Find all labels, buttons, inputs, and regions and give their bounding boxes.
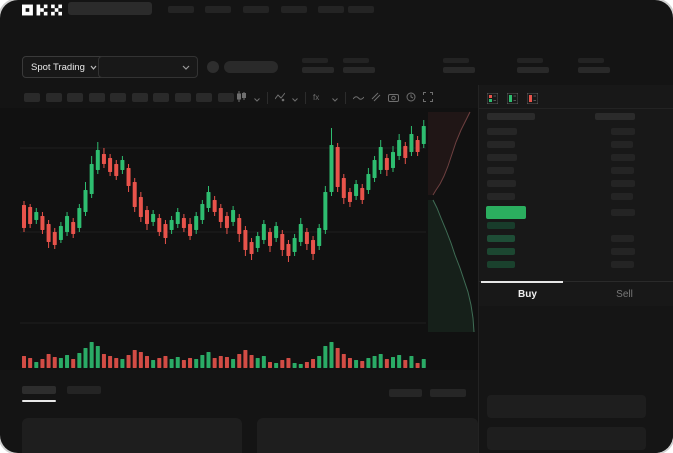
chevron-down-icon[interactable] <box>254 89 260 107</box>
pair-name-placeholder <box>224 61 278 73</box>
orderbook-view-asks-icon[interactable] <box>526 91 539 109</box>
bottom-tab-active[interactable] <box>22 386 56 394</box>
timeframe-button[interactable] <box>24 93 40 102</box>
ask-price[interactable] <box>487 154 517 161</box>
toolbar-divider <box>305 92 306 104</box>
ask-amount[interactable] <box>611 141 633 148</box>
timeframe-button[interactable] <box>131 93 148 102</box>
ticker-stat <box>443 58 475 73</box>
bid-amount[interactable] <box>611 248 635 255</box>
bid-price[interactable] <box>487 248 515 255</box>
chevron-down-icon <box>182 65 190 70</box>
order-form <box>479 306 673 453</box>
nav-item-placeholder[interactable] <box>348 6 374 13</box>
ticker-stat <box>302 58 334 73</box>
market-type-label: Spot Trading <box>31 61 85 73</box>
compare-symbol-icon[interactable] <box>274 89 286 107</box>
bottom-tab-inactive[interactable] <box>67 386 101 394</box>
timeframe-button[interactable] <box>88 93 105 102</box>
bid-price[interactable] <box>487 235 515 242</box>
candlestick-chart[interactable] <box>20 112 426 334</box>
bid-amount[interactable] <box>611 235 634 242</box>
line-tool-icon[interactable] <box>352 89 365 107</box>
ticker-stat <box>517 58 549 73</box>
order-input-field[interactable] <box>487 395 646 418</box>
last-price-badge[interactable] <box>486 206 526 219</box>
ask-amount[interactable] <box>611 128 635 135</box>
market-type-selector[interactable]: Spot Trading <box>22 56 106 78</box>
bid-price[interactable] <box>487 222 515 229</box>
bottom-tab-active-underline <box>22 400 56 402</box>
chart-toolbar: fx <box>0 90 478 107</box>
orderbook-price-header <box>487 113 535 120</box>
depth-chart <box>428 111 475 332</box>
bottom-right-control[interactable] <box>430 389 466 397</box>
ask-price[interactable] <box>487 193 515 200</box>
nav-item-placeholder[interactable] <box>205 6 231 13</box>
timeframe-button[interactable] <box>196 93 212 102</box>
orderbook-amount-header <box>595 113 635 120</box>
top-nav-bar <box>0 0 673 22</box>
timeframe-button[interactable] <box>45 93 62 102</box>
ticker-stat <box>578 58 610 73</box>
timeframe-button[interactable] <box>174 93 191 102</box>
buy-tab-underline <box>481 281 563 283</box>
ask-amount[interactable] <box>611 154 635 161</box>
fullscreen-icon[interactable] <box>423 89 433 107</box>
timeframe-button[interactable] <box>153 93 169 102</box>
orderbook-divider <box>479 108 673 109</box>
search-bar[interactable] <box>68 2 152 15</box>
timeframe-button[interactable] <box>217 93 234 102</box>
chevron-down-icon <box>90 65 97 70</box>
ask-price[interactable] <box>487 167 514 174</box>
toolbar-divider <box>267 92 268 104</box>
ask-amount[interactable] <box>611 180 635 187</box>
order-panel: Buy Sell <box>478 85 673 453</box>
camera-snapshot-icon[interactable] <box>388 89 399 107</box>
toolbar-divider <box>345 92 346 104</box>
drawing-tools-icon[interactable] <box>371 89 381 107</box>
nav-item-placeholder[interactable] <box>243 6 269 13</box>
okx-logo <box>22 4 62 16</box>
pair-avatar <box>207 61 219 73</box>
timeframe-button[interactable] <box>110 93 126 102</box>
ask-amount[interactable] <box>611 167 634 174</box>
ask-price[interactable] <box>487 180 516 187</box>
candle-style-icon[interactable] <box>236 89 247 107</box>
indicators-fx-icon[interactable]: fx <box>313 89 325 107</box>
order-history-panel <box>257 418 478 453</box>
ask-amount[interactable] <box>611 209 635 216</box>
orderbook-view-bids-icon[interactable] <box>506 91 519 109</box>
orderbook-view-both-icon[interactable] <box>486 91 499 109</box>
history-clock-icon[interactable] <box>406 89 416 107</box>
bottom-right-control[interactable] <box>389 389 422 397</box>
bid-amount[interactable] <box>611 261 634 268</box>
nav-item-placeholder[interactable] <box>318 6 344 13</box>
nav-item-placeholder[interactable] <box>168 6 194 13</box>
pair-selector[interactable] <box>98 56 198 78</box>
ask-price[interactable] <box>487 128 517 135</box>
ask-amount[interactable] <box>611 193 633 200</box>
volume-bars <box>22 342 426 368</box>
ask-price[interactable] <box>487 141 515 148</box>
market-header-row: Spot Trading <box>0 55 673 81</box>
tab-buy[interactable]: Buy <box>518 289 537 300</box>
open-orders-panel <box>22 418 242 453</box>
chevron-down-icon[interactable] <box>292 89 298 107</box>
timeframe-button[interactable] <box>67 93 83 102</box>
order-input-field[interactable] <box>487 427 646 450</box>
chevron-down-icon[interactable] <box>332 89 338 107</box>
svg-text:fx: fx <box>313 93 319 102</box>
ticker-stat <box>343 58 375 73</box>
bid-price[interactable] <box>487 261 515 268</box>
tab-sell[interactable]: Sell <box>616 289 633 300</box>
nav-item-placeholder[interactable] <box>281 6 307 13</box>
